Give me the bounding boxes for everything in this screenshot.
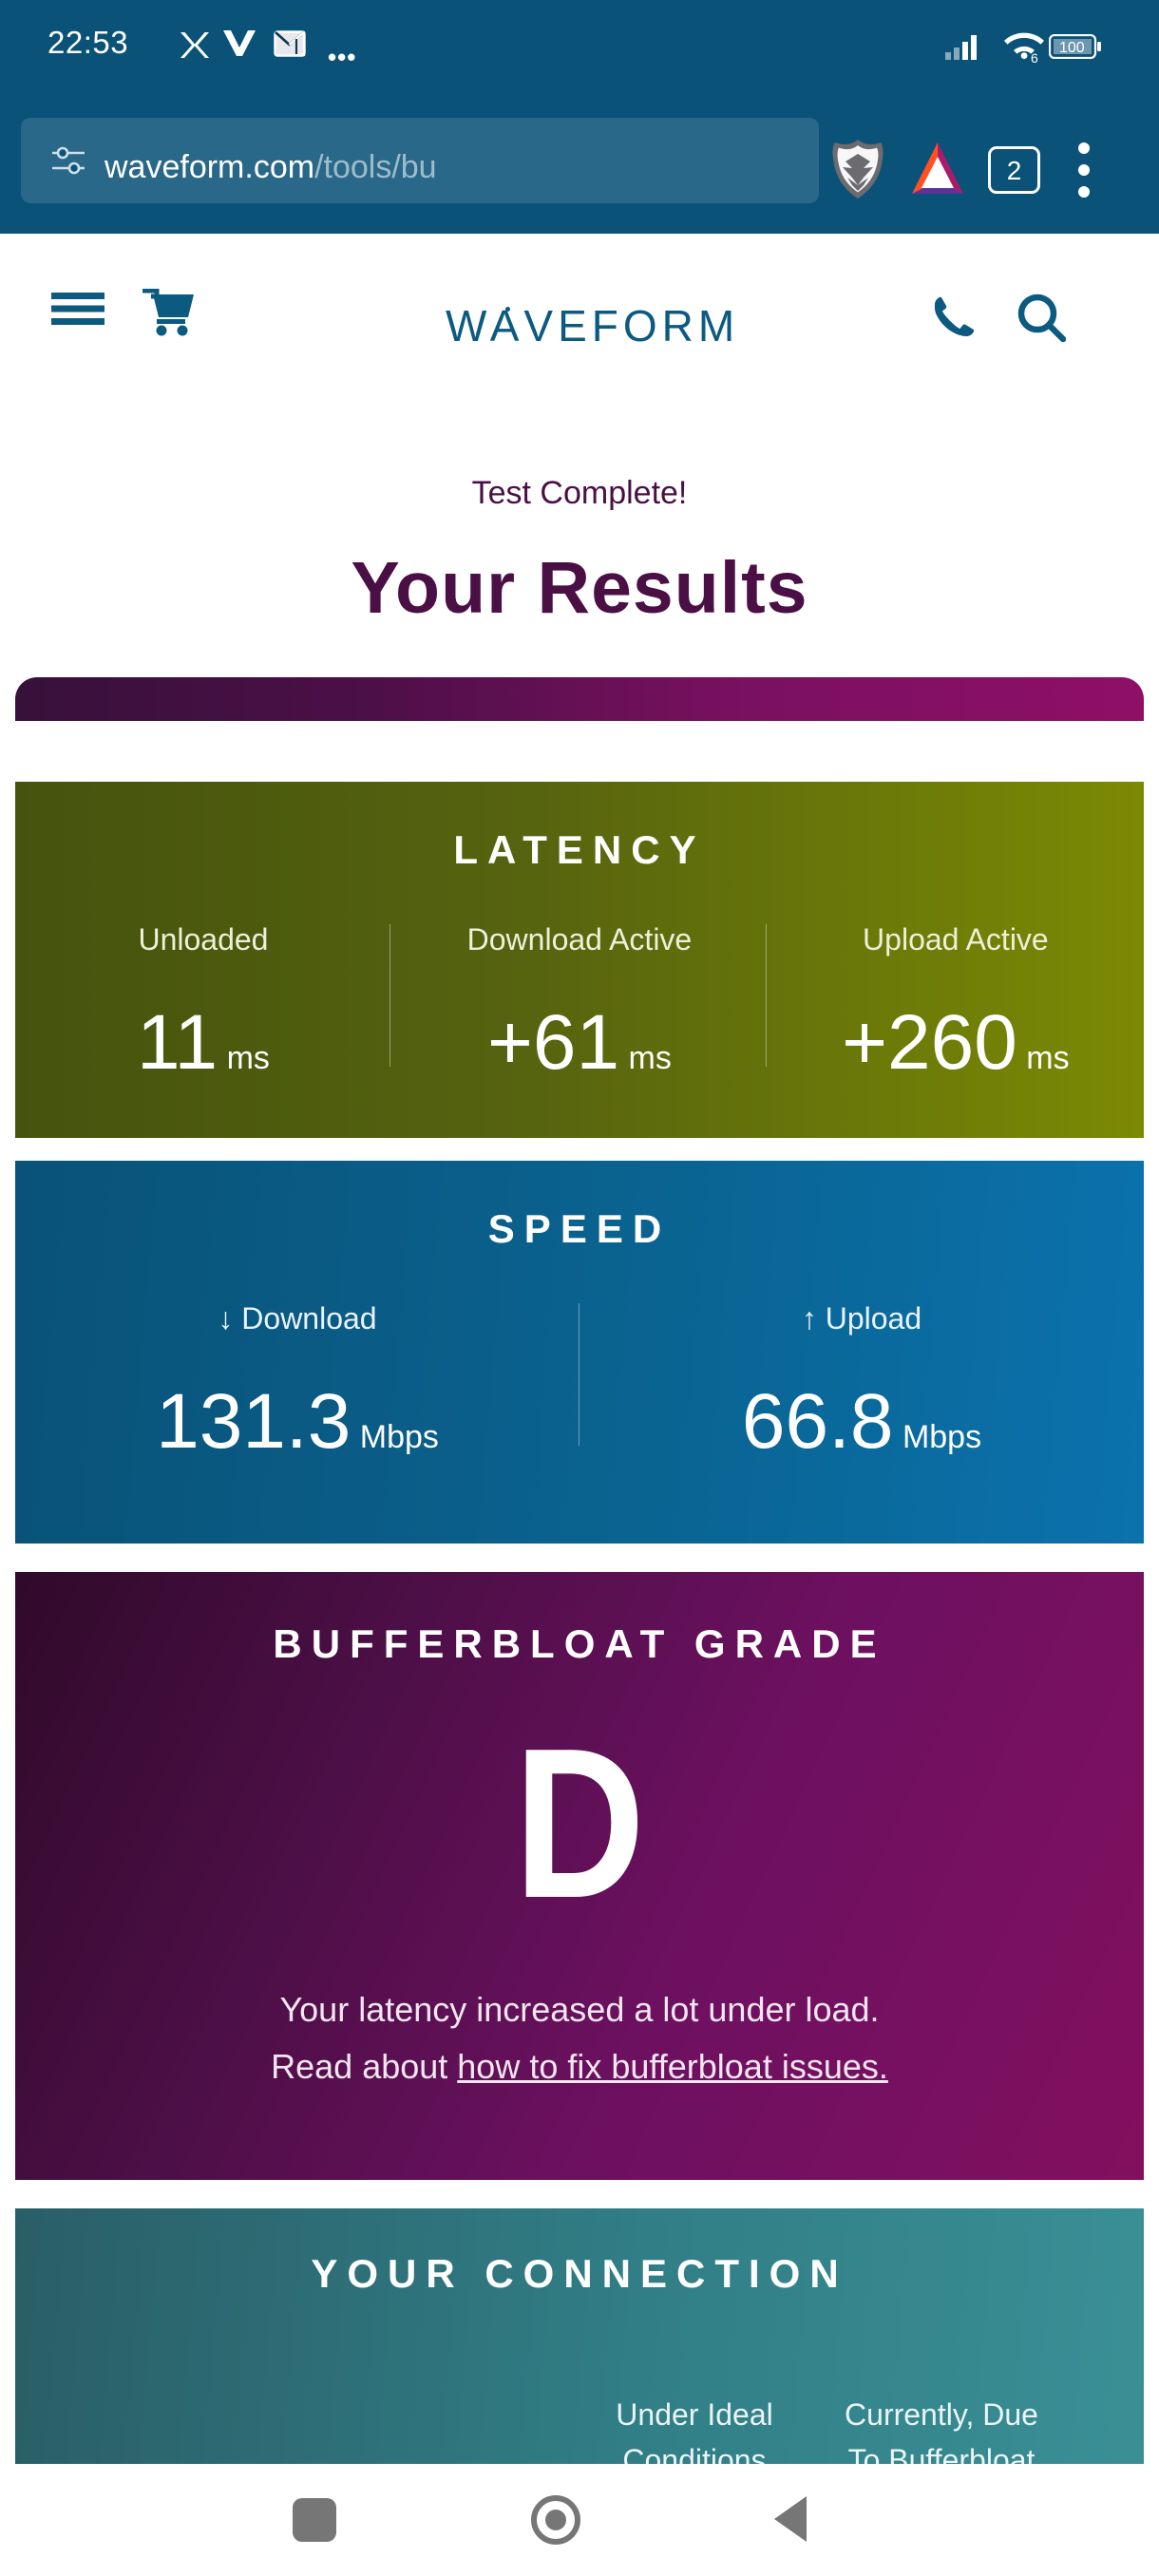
svg-text:6: 6 xyxy=(1031,50,1038,65)
svg-text:100: 100 xyxy=(1059,40,1085,56)
